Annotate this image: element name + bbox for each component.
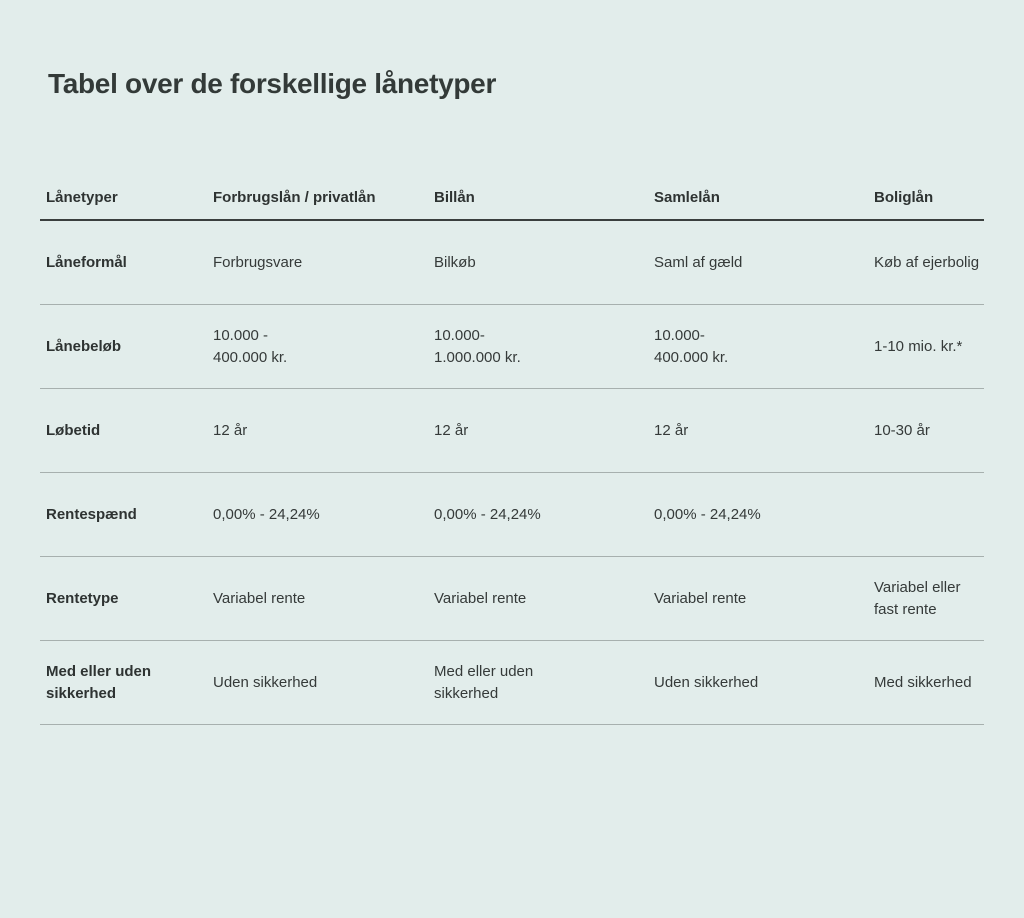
column-header: Samlelån: [654, 189, 720, 206]
table-cell: 10.000- 1.000.000 kr.: [434, 326, 521, 366]
table-cell: 12 år: [213, 421, 248, 439]
table-cell: Forbrugsvare: [213, 253, 303, 271]
table-cell: Variabel eller fast rente: [874, 578, 961, 618]
table-cell: 1-10 mio. kr.*: [874, 337, 963, 355]
table-cell: 0,00% - 24,24%: [654, 505, 761, 523]
row-label: Løbetid: [46, 421, 101, 439]
row-label: Låneformål: [46, 253, 127, 271]
column-header: Forbrugslån / privatlån: [213, 189, 376, 206]
table-header-row: Lånetyper Forbrugslån / privatlån Billån…: [40, 177, 984, 221]
table-cell: Med eller uden sikkerhed: [434, 662, 534, 702]
table-row: Rentespænd 0,00% - 24,24% 0,00% - 24,24%…: [40, 473, 984, 557]
column-header: Lånetyper: [46, 189, 118, 206]
table-cell: Uden sikkerhed: [654, 673, 759, 691]
table-cell: 12 år: [434, 421, 469, 439]
table-cell: 12 år: [654, 421, 689, 439]
table-cell: 0,00% - 24,24%: [213, 505, 320, 523]
table-cell: 10.000 - 400.000 kr.: [213, 326, 288, 366]
table-row: Låneformål Forbrugsvare Bilkøb Saml af g…: [40, 221, 984, 305]
row-label: Lånebeløb: [46, 337, 122, 355]
table-cell: Variabel rente: [434, 589, 527, 607]
table-cell: Variabel rente: [654, 589, 747, 607]
table-cell: Saml af gæld: [654, 253, 743, 271]
table-row: Lånebeløb 10.000 - 400.000 kr. 10.000- 1…: [40, 305, 984, 389]
loan-types-table: Lånetyper Forbrugslån / privatlån Billån…: [40, 177, 984, 725]
table-cell: Køb af ejerbolig: [874, 253, 980, 271]
table-cell: 10.000- 400.000 kr.: [654, 326, 729, 366]
table-cell: Uden sikkerhed: [213, 673, 318, 691]
table-cell: Variabel rente: [213, 589, 306, 607]
table-cell: 0,00% - 24,24%: [434, 505, 541, 523]
table-cell: Med sikkerhed: [874, 673, 972, 691]
table-cell: Bilkøb: [434, 253, 476, 271]
row-label: Rentetype: [46, 589, 119, 607]
row-label: Rentespænd: [46, 505, 137, 523]
table-row: Med eller uden sikkerhed Uden sikkerhed …: [40, 641, 984, 725]
page-title: Tabel over de forskellige lånetyper: [48, 68, 497, 99]
column-header: Billån: [434, 189, 475, 206]
table-row: Rentetype Variabel rente Variabel rente …: [40, 557, 984, 641]
column-header: Boliglån: [874, 189, 934, 206]
row-label: Med eller uden sikkerhed: [46, 662, 152, 702]
table-cell: 10-30 år: [874, 421, 930, 439]
table-row: Løbetid 12 år 12 år 12 år 10-30 år: [40, 389, 984, 473]
